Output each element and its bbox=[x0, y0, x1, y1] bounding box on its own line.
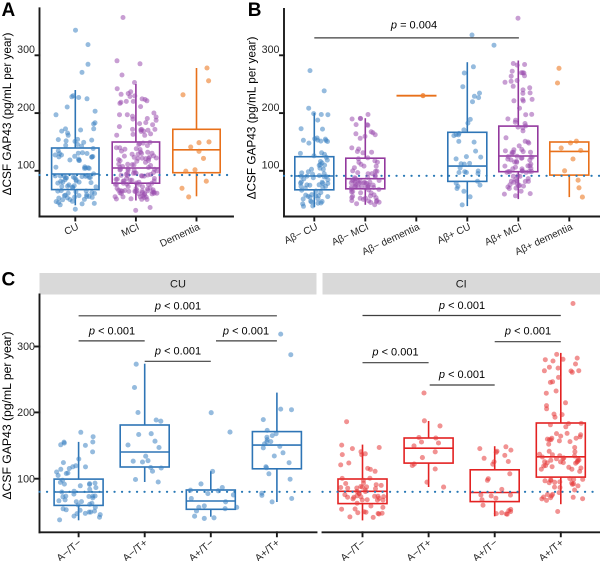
svg-text:300: 300 bbox=[17, 44, 35, 56]
svg-text:ΔCSF GAP43 (pg/mL per year): ΔCSF GAP43 (pg/mL per year) bbox=[245, 37, 259, 200]
svg-text:p < 0.001: p < 0.001 bbox=[222, 325, 269, 337]
svg-text:100: 100 bbox=[17, 473, 35, 485]
svg-text:200: 200 bbox=[17, 102, 35, 114]
svg-text:p = 0.004: p = 0.004 bbox=[390, 20, 437, 32]
svg-text:300: 300 bbox=[17, 341, 35, 353]
svg-text:A: A bbox=[2, 0, 16, 21]
svg-text:p < 0.001: p < 0.001 bbox=[154, 300, 201, 312]
svg-text:p < 0.001: p < 0.001 bbox=[154, 346, 201, 358]
svg-text:B: B bbox=[248, 0, 262, 21]
svg-text:p < 0.001: p < 0.001 bbox=[504, 326, 551, 338]
svg-text:p < 0.001: p < 0.001 bbox=[438, 300, 485, 312]
svg-text:100: 100 bbox=[262, 160, 280, 172]
svg-text:ΔCSF GAP43 (pg/mL per year): ΔCSF GAP43 (pg/mL per year) bbox=[0, 331, 14, 499]
svg-text:p < 0.001: p < 0.001 bbox=[371, 346, 418, 358]
svg-text:100: 100 bbox=[17, 160, 35, 172]
svg-text:p < 0.001: p < 0.001 bbox=[88, 325, 135, 337]
svg-text:p < 0.001: p < 0.001 bbox=[438, 369, 485, 381]
svg-text:C: C bbox=[2, 270, 16, 291]
svg-text:300: 300 bbox=[262, 44, 280, 56]
svg-text:200: 200 bbox=[262, 102, 280, 114]
svg-text:200: 200 bbox=[17, 407, 35, 419]
svg-text:CI: CI bbox=[456, 279, 467, 291]
svg-text:CU: CU bbox=[170, 279, 186, 291]
svg-text:ΔCSF GAP43 (pg/mL per year): ΔCSF GAP43 (pg/mL per year) bbox=[0, 33, 14, 196]
